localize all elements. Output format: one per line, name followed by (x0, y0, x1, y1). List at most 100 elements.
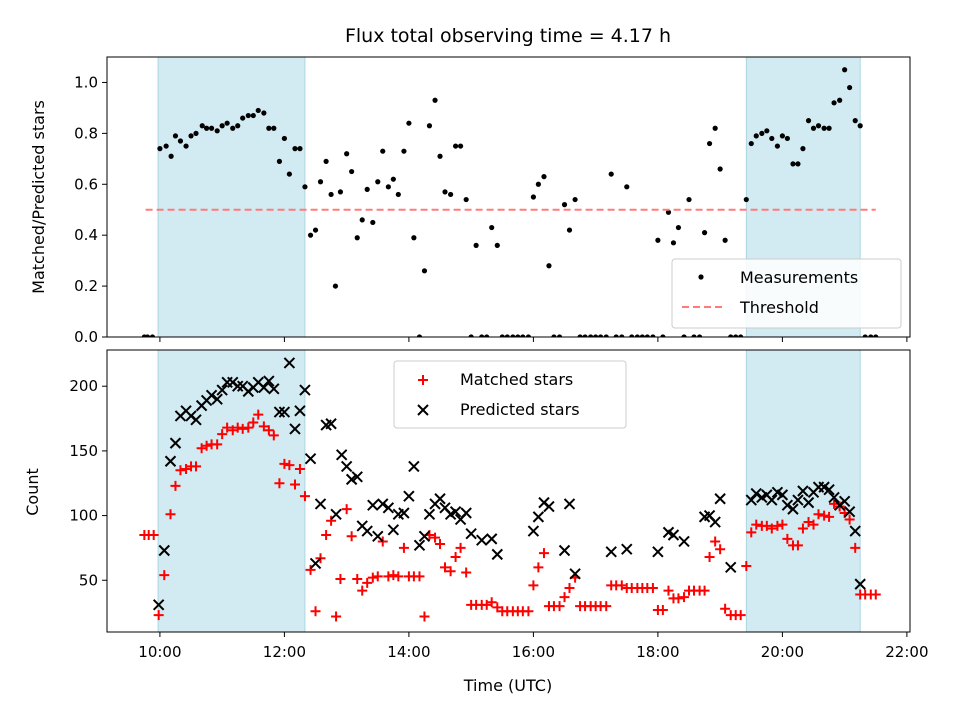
top-measurements-point (831, 100, 837, 106)
x-tick-label: 22:00 (885, 643, 928, 661)
bottom-predicted-stars-point (678, 535, 690, 548)
bottom-predicted-stars-point (164, 455, 177, 467)
top-measurements-point (323, 158, 329, 164)
bottom-predicted-stars-point (527, 525, 540, 537)
top-measurements-point (675, 224, 682, 231)
x-tick-label: 14:00 (387, 643, 430, 661)
bottom-matched-stars-point (824, 511, 835, 522)
top-measurements-point (774, 143, 781, 149)
bottom-matched-stars-point (523, 606, 534, 617)
x-tick-label: 12:00 (263, 643, 306, 661)
bottom-matched-stars-point (346, 531, 357, 542)
top-measurements-point (603, 334, 609, 337)
top-measurements-point (717, 166, 723, 172)
bottom-y-axis-label: Count (23, 468, 42, 516)
top-measurements-point (473, 242, 479, 248)
bottom-predicted-stars-point (667, 529, 680, 541)
top-measurements-point (743, 196, 749, 203)
bottom-matched-stars-point (294, 464, 305, 475)
bottom-predicted-stars-point (491, 548, 504, 561)
bottom-matched-stars-point (704, 551, 715, 562)
bottom-matched-stars-point (850, 542, 861, 553)
bottom-predicted-stars-point (351, 471, 363, 483)
bottom-predicted-stars-point (449, 505, 462, 518)
bottom-matched-stars-point (751, 519, 762, 530)
bottom-matched-stars-point (243, 422, 254, 433)
top-measurements-point (629, 334, 635, 337)
top-measurements-point (168, 153, 174, 159)
bottom-predicted-stars-point (158, 544, 170, 557)
bottom-matched-stars-point (165, 509, 176, 520)
bottom-matched-stars-point (435, 539, 446, 550)
bottom-panel: 50 100 150 200 10:00 12:00 14:00 16:00 18:00 20:0… (69, 349, 929, 661)
top-measurements-point (504, 334, 510, 337)
top-measurements-point (354, 235, 360, 241)
bottom-predicted-stars-point (621, 543, 633, 555)
top-measurements-point (769, 135, 775, 142)
top-measurements-point (240, 115, 246, 121)
top-measurements-point (593, 334, 599, 337)
bottom-predicted-stars-point (776, 489, 789, 501)
bottom-predicted-stars-point (211, 393, 223, 405)
top-measurements-point (276, 158, 283, 164)
top-y-tick-label: 0.0 (74, 328, 98, 346)
bottom-predicted-stars-point (382, 502, 395, 514)
bottom-predicted-stars-point (532, 511, 545, 523)
top-measurements-point (535, 181, 541, 187)
bottom-matched-stars-point (844, 514, 855, 525)
top-measurements-point (479, 334, 485, 337)
legend-predicted-label: Predicted stars (460, 400, 580, 419)
bottom-matched-stars-point (819, 510, 830, 521)
top-measurements-point (660, 334, 666, 337)
bottom-matched-stars-point (741, 561, 752, 572)
bottom-matched-stars-point (782, 533, 793, 544)
bottom-matched-stars-point (813, 509, 824, 520)
top-measurements-point (634, 334, 640, 337)
top-measurements-point (271, 125, 277, 131)
top-measurements-point (385, 184, 391, 190)
top-measurements-point (468, 334, 474, 337)
top-measurements-point (525, 334, 532, 337)
bottom-predicted-stars-point (304, 452, 317, 465)
bottom-predicted-stars-point (377, 498, 389, 510)
top-measurements-point (406, 120, 412, 126)
bottom-matched-stars-point (222, 422, 233, 433)
x-tick-label: 20:00 (761, 643, 804, 661)
top-measurements-point (764, 128, 770, 134)
top-measurements-point (183, 143, 189, 149)
top-measurements-point (411, 235, 417, 241)
top-measurements-point (588, 334, 594, 337)
top-measurements-point (842, 67, 848, 73)
top-measurements-point (149, 334, 156, 337)
bottom-predicted-stars-point (335, 449, 348, 461)
bottom-predicted-stars-point (569, 568, 581, 580)
top-y-tick-label: 0.4 (74, 226, 98, 244)
top-measurements-point (457, 143, 464, 149)
bottom-predicted-stars-point (745, 494, 757, 506)
bottom-y-tick-label: 200 (69, 377, 98, 395)
bottom-predicted-stars-point (652, 546, 664, 558)
top-measurements-point (681, 334, 687, 337)
top-measurements-point (286, 171, 292, 177)
top-measurements-point (608, 171, 614, 177)
bottom-matched-stars-point (601, 601, 612, 612)
bottom-matched-stars-point (212, 439, 223, 450)
top-measurements-point (307, 232, 314, 238)
bottom-predicted-stars-point (268, 383, 280, 395)
bottom-matched-stars-point (159, 570, 170, 581)
bottom-matched-stars-point (232, 422, 243, 433)
bottom-predicted-stars-point (345, 473, 358, 486)
bottom-matched-stars-point (274, 478, 285, 489)
top-measurements-point (759, 130, 765, 136)
bottom-predicted-stars-point (792, 494, 804, 506)
top-measurements-point (375, 179, 381, 185)
top-y-tick-label: 0.6 (74, 175, 98, 193)
bottom-matched-stars-point (559, 592, 570, 603)
bottom-matched-stars-series (139, 409, 881, 622)
x-tick-label: 16:00 (512, 643, 555, 661)
bottom-matched-stars-point (398, 542, 409, 553)
top-measurements-point (292, 146, 298, 152)
bottom-matched-stars-point (461, 567, 472, 578)
top-measurements-point (297, 146, 303, 152)
